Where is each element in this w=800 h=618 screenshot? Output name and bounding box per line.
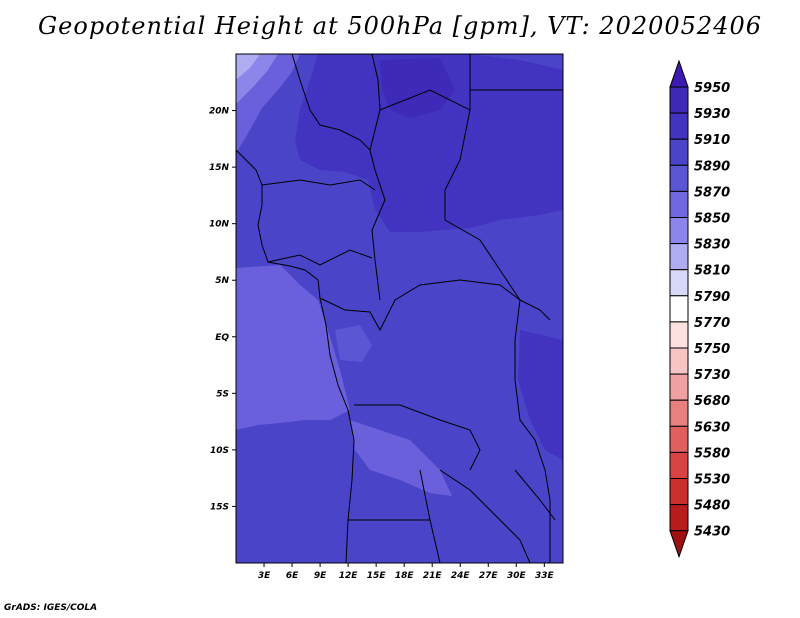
colorbar-segment	[669, 243, 689, 271]
colorbar-level-label: 5950	[694, 81, 730, 96]
colorbar-segment	[669, 138, 689, 166]
colorbar-segment	[669, 217, 689, 245]
colorbar-segment	[669, 347, 689, 375]
x-tick-label: 12E	[339, 571, 359, 581]
colorbar-level-label: 5870	[694, 185, 730, 200]
map-panel	[235, 53, 564, 564]
x-tick-label: 30E	[507, 571, 527, 581]
y-tick-label: 5S	[216, 389, 229, 399]
colorbar-segment	[669, 373, 689, 401]
colorbar-segment	[669, 269, 689, 297]
y-tick-label: 15S	[210, 502, 229, 512]
colorbar-segment	[669, 112, 689, 140]
x-tick-label: 6E	[286, 571, 299, 581]
colorbar-segment	[669, 86, 689, 114]
chart-title: Geopotential Height at 500hPa [gpm], VT:…	[38, 12, 762, 40]
credit-label: GrADS: IGES/COLA	[4, 603, 98, 613]
colorbar-level-label: 5480	[694, 499, 730, 514]
colorbar-level-label: 5930	[694, 107, 730, 122]
contour-region-5870	[236, 265, 350, 430]
x-tick-label: 15E	[367, 571, 387, 581]
colorbar-level-label: 5730	[694, 368, 730, 383]
colorbar-level-label: 5430	[694, 525, 730, 540]
colorbar-level-label: 5580	[694, 446, 730, 461]
map-frame	[235, 53, 564, 564]
colorbar-level-label: 5530	[694, 473, 730, 488]
colorbar-level-label: 5850	[694, 212, 730, 227]
y-tick-label: 20N	[209, 107, 230, 117]
y-tick-label: 5N	[215, 276, 229, 286]
colorbar-segment	[669, 321, 689, 349]
contour-region-5880	[335, 325, 372, 362]
contour-region-5910	[295, 54, 563, 232]
colorbar-segment	[669, 478, 689, 506]
colorbar-level-label: 5830	[694, 238, 730, 253]
colorbar-segment	[669, 504, 689, 532]
y-axis: 20N 15N 10N 5N EQ 5S 10S 15S	[209, 107, 236, 512]
colorbar-level-label: 5910	[694, 133, 730, 148]
colorbar-segment	[669, 190, 689, 218]
x-tick-label: 9E	[314, 571, 327, 581]
colorbar-segment	[669, 295, 689, 323]
colorbar-level-label: 5770	[694, 316, 730, 331]
colorbar: 5950 5930 5910 5890 5870 5850 5830 5810 5790 5770…	[669, 59, 730, 559]
colorbar-level-label: 5750	[694, 342, 730, 357]
y-tick-label: 15N	[209, 163, 230, 173]
coastlines-and-borders	[235, 53, 563, 564]
colorbar-segment	[669, 399, 689, 427]
x-axis: 3E 6E 9E 12E 15E 18E 21E 24E 27E 30E 33E	[258, 563, 555, 581]
colorbar-level-label: 5890	[694, 159, 730, 174]
contour-region-5830-nw	[236, 54, 260, 80]
colorbar-bottom-arrow	[669, 530, 689, 559]
colorbar-level-label: 5630	[694, 420, 730, 435]
x-tick-label: 3E	[258, 571, 271, 581]
x-tick-label: 27E	[479, 571, 499, 581]
colorbar-level-label: 5680	[694, 394, 730, 409]
contour-region-5870-south	[350, 420, 452, 496]
y-tick-label: 10N	[209, 220, 230, 230]
colorbar-segment	[669, 164, 689, 192]
colorbar-top-arrow	[669, 59, 689, 88]
colorbar-segment	[669, 425, 689, 453]
y-tick-label: EQ	[215, 333, 229, 343]
contour-region-5910-east	[518, 330, 563, 460]
colorbar-level-label: 5790	[694, 290, 730, 305]
x-tick-label: 33E	[535, 571, 555, 581]
x-tick-label: 21E	[423, 571, 443, 581]
x-tick-label: 24E	[451, 571, 471, 581]
colorbar-level-label: 5810	[694, 264, 730, 279]
x-tick-label: 18E	[395, 571, 415, 581]
colorbar-segment	[669, 451, 689, 479]
y-tick-label: 10S	[210, 446, 229, 456]
